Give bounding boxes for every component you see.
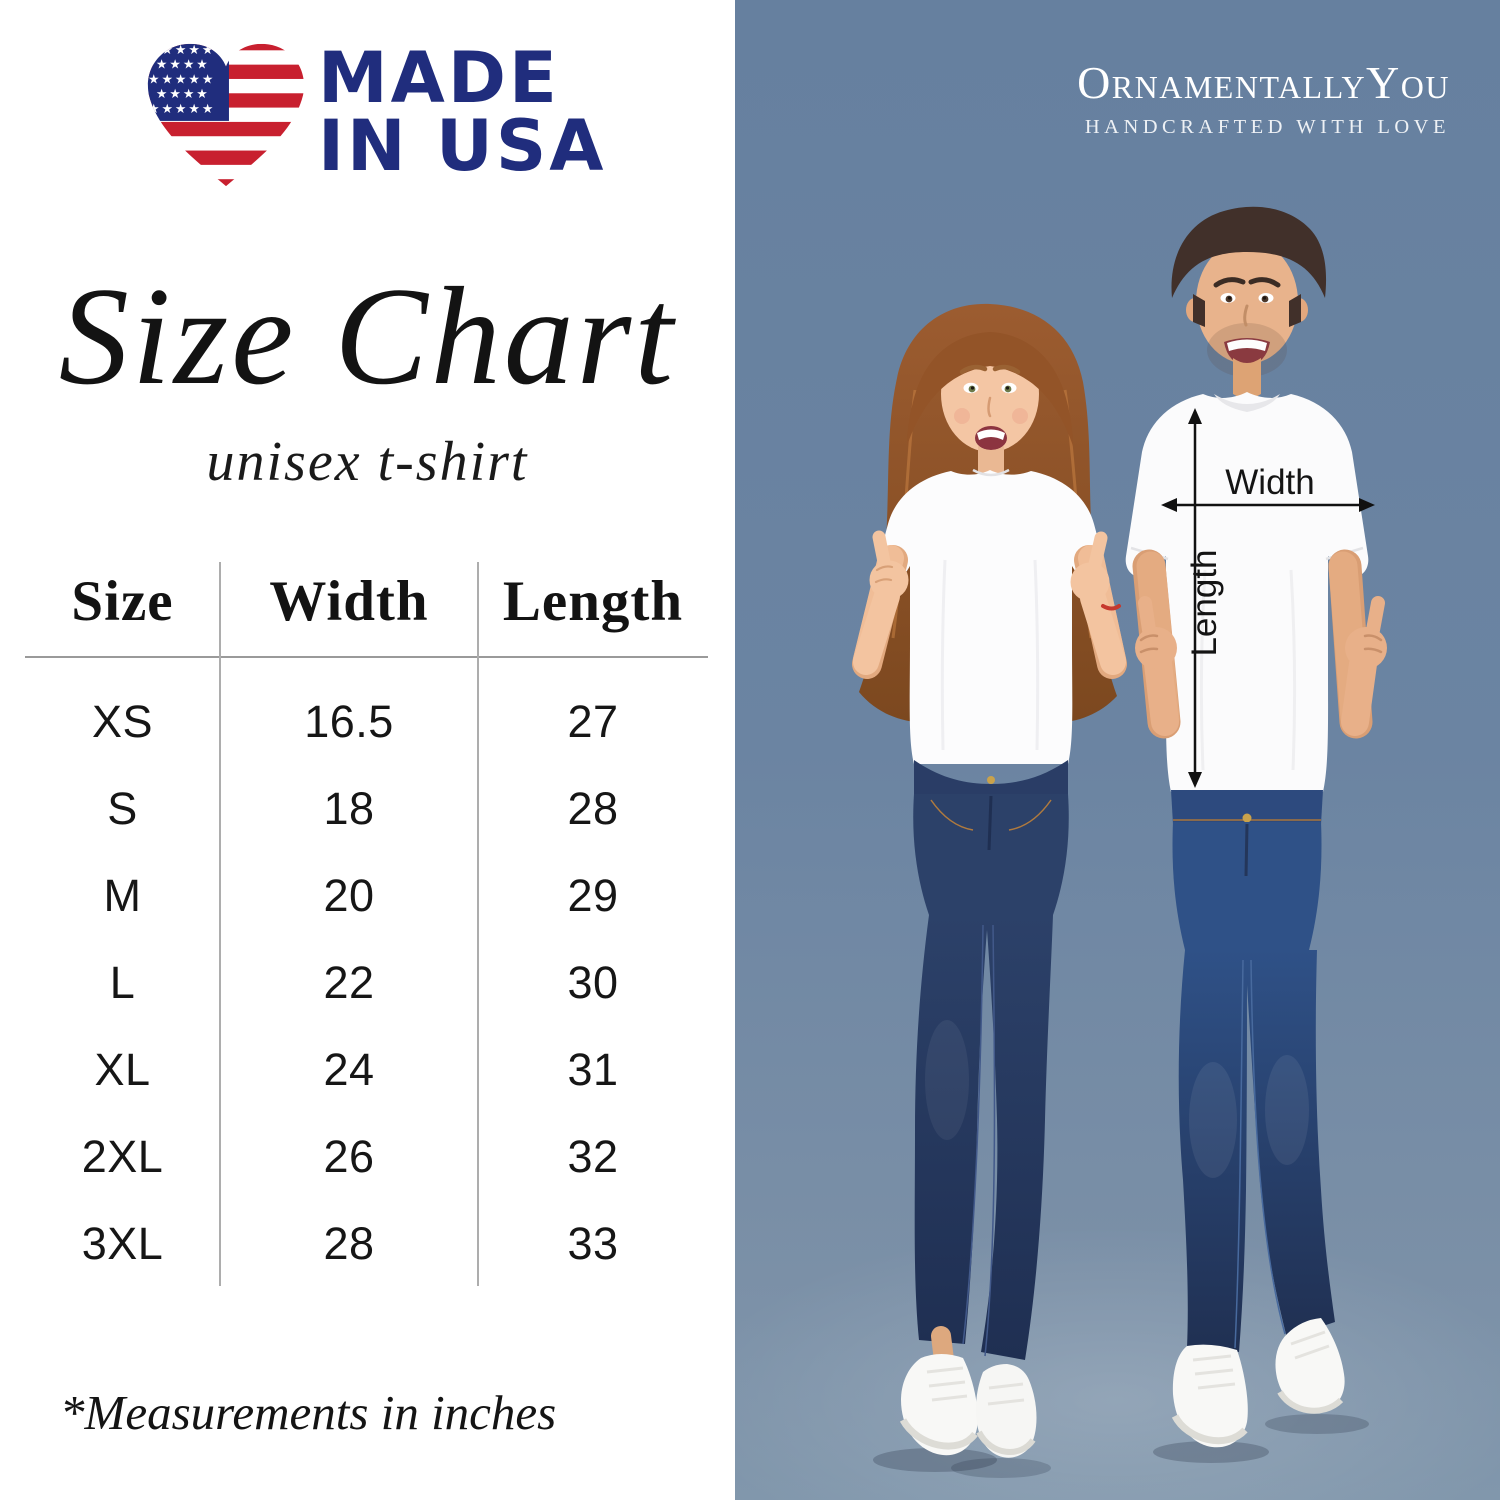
header-length: Length: [502, 569, 684, 633]
svg-text:★★★★: ★★★★: [156, 87, 210, 102]
svg-text:★★★★: ★★★★: [156, 58, 210, 73]
made-in-usa-line1: MADE: [318, 37, 560, 119]
table-row: M 20 29: [25, 852, 708, 939]
measurement-overlay: Width Length: [1161, 408, 1375, 788]
info-panel: ★★★★★ ★★★★ ★★★★★ ★★★★ ★★★★★ MADE IN USA …: [0, 0, 735, 1500]
man-illustration: [1125, 206, 1387, 1448]
svg-text:★★★★★: ★★★★★: [148, 43, 215, 58]
length-arrow: [1188, 408, 1202, 788]
size-cell: S: [107, 782, 138, 834]
size-cell: 3XL: [81, 1217, 164, 1269]
woman-arms: [852, 530, 1127, 679]
floor-shadows: [873, 1414, 1369, 1478]
width-cell: 18: [323, 782, 375, 834]
width-label: Width: [1225, 463, 1314, 502]
brand-logo: OrnamentallyYou HANDCRAFTED WITH LOVE: [1077, 56, 1450, 139]
made-in-usa-line2: IN USA: [318, 105, 607, 187]
length-cell: 33: [567, 1217, 619, 1269]
couple-photo: Width Length: [735, 0, 1500, 1500]
red-bracelet: [1101, 604, 1121, 611]
measurements-footnote: *Measurements in inches: [60, 1385, 557, 1440]
woman-illustration: [852, 303, 1127, 1458]
column-divider: [477, 562, 479, 1286]
header-size: Size: [71, 569, 174, 633]
man-hair: [1171, 206, 1327, 298]
width-cell: 20: [323, 869, 375, 921]
size-cell: XL: [94, 1043, 151, 1095]
width-cell: 28: [323, 1217, 375, 1269]
man-jeans: [1171, 790, 1335, 1352]
man-sneakers: [1171, 1318, 1345, 1448]
size-cell: XS: [91, 695, 154, 747]
size-table-body: XS 16.5 27 S 18 28 M 20 29 L 22 30 XL 24 31 2XL 26 32 3XL 2…: [25, 678, 708, 1287]
woman-tshirt: [873, 470, 1109, 764]
table-row: S 18 28: [25, 765, 708, 852]
table-row: XS 16.5 27: [25, 678, 708, 765]
header-rule: [25, 656, 708, 658]
made-in-usa-label: MADE IN USA: [318, 37, 607, 187]
svg-text:★★★★★: ★★★★★: [148, 72, 215, 87]
size-cell: L: [109, 956, 136, 1008]
length-cell: 27: [567, 695, 619, 747]
brand-name: OrnamentallyYou: [1077, 57, 1450, 108]
length-cell: 30: [567, 956, 619, 1008]
table-row: 2XL 26 32: [25, 1113, 708, 1200]
photo-panel: Width Length OrnamentallyYou HANDCRAFTED…: [735, 0, 1500, 1500]
photo-background: [735, 0, 1500, 1500]
table-row: XL 24 31: [25, 1026, 708, 1113]
width-cell: 16.5: [304, 695, 394, 747]
width-cell: 22: [323, 956, 375, 1008]
usa-heart-flag-icon: ★★★★★ ★★★★ ★★★★★ ★★★★ ★★★★★: [147, 43, 305, 187]
size-cell: M: [103, 869, 142, 921]
column-divider: [219, 562, 221, 1286]
length-label: Length: [1185, 549, 1224, 656]
brand-tagline: HANDCRAFTED WITH LOVE: [1084, 116, 1450, 138]
width-cell: 24: [323, 1043, 375, 1095]
woman-jeans: [913, 760, 1069, 1360]
size-table-header: Size Width Length: [25, 546, 708, 656]
width-arrow: [1161, 498, 1375, 512]
length-cell: 32: [567, 1130, 619, 1182]
length-cell: 29: [567, 869, 619, 921]
man-tshirt: [1125, 392, 1369, 792]
man-arms: [1132, 549, 1387, 739]
page-subtitle: unisex t-shirt: [206, 431, 529, 493]
page-title: Size Chart: [58, 259, 677, 414]
size-table: Size Width Length XS 16.5 27 S 18 28 M 20 29 L 22 3…: [25, 546, 708, 1291]
table-row: L 22 30: [25, 939, 708, 1026]
svg-text:★★★★★: ★★★★★: [148, 102, 215, 117]
woman-sneakers: [899, 1354, 1037, 1458]
man-face: [1196, 240, 1298, 364]
header-width: Width: [269, 569, 429, 633]
size-cell: 2XL: [81, 1130, 164, 1182]
length-cell: 28: [567, 782, 619, 834]
width-cell: 26: [323, 1130, 375, 1182]
table-row: 3XL 28 33: [25, 1200, 708, 1287]
length-cell: 31: [567, 1043, 619, 1095]
